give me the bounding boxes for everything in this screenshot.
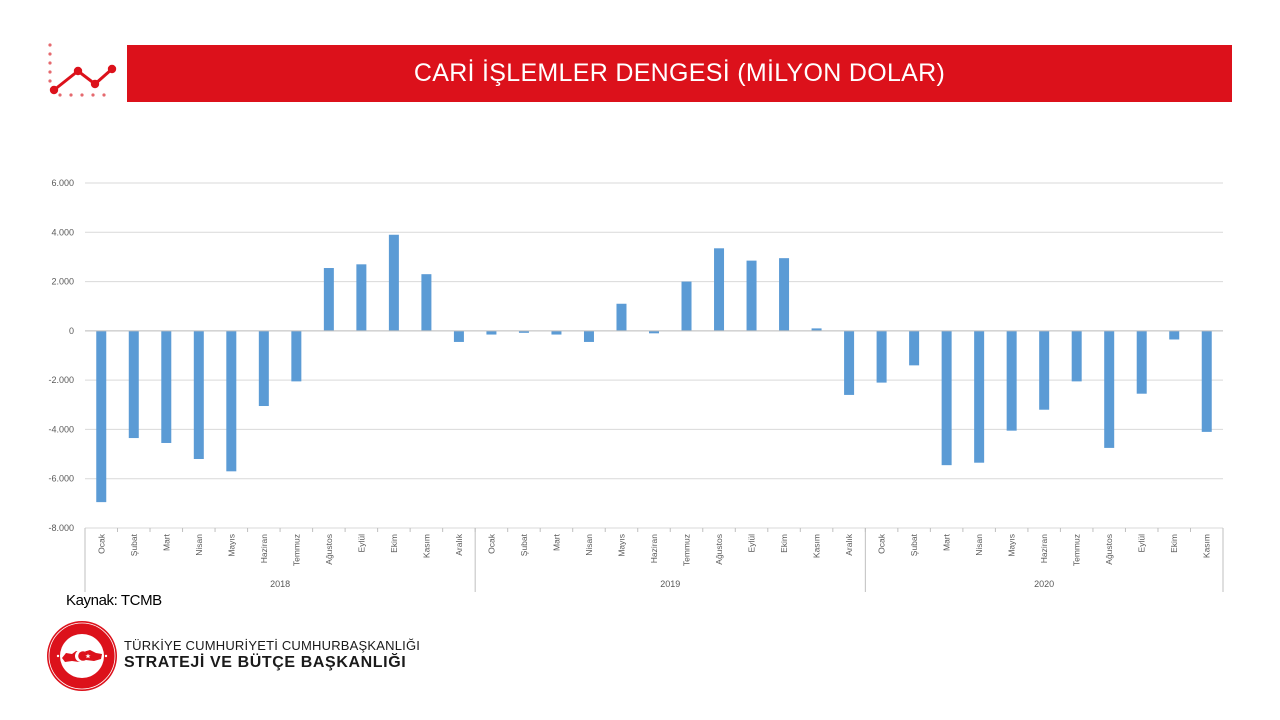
x-tick-label: Temmuz <box>1072 534 1082 566</box>
bar <box>616 303 627 331</box>
y-tick-label: -4.000 <box>48 424 74 434</box>
presidency-seal-icon <box>47 621 117 691</box>
bar <box>356 264 367 331</box>
x-tick-label: Ocak <box>486 533 496 554</box>
bar <box>486 330 497 335</box>
bar <box>421 274 432 331</box>
x-tick-label: Haziran <box>649 534 659 564</box>
bar <box>291 330 302 382</box>
x-tick-label: Ekim <box>389 534 399 553</box>
bar <box>779 258 790 331</box>
x-tick-label: Mayıs <box>226 534 236 557</box>
x-tick-label: Temmuz <box>682 534 692 566</box>
x-tick-label: Şubat <box>129 533 139 556</box>
y-tick-label: -8.000 <box>48 523 74 533</box>
x-tick-label: Aralık <box>844 533 854 555</box>
group-label: 2018 <box>270 579 290 589</box>
bar <box>681 281 692 331</box>
x-tick-label: Nisan <box>194 534 204 556</box>
y-tick-label: -6.000 <box>48 474 74 484</box>
bar <box>876 330 887 383</box>
group-label: 2020 <box>1034 579 1054 589</box>
bar <box>518 330 529 333</box>
x-tick-label: Mayıs <box>616 534 626 557</box>
bar <box>714 248 725 331</box>
x-tick-label: Kasım <box>1202 534 1212 558</box>
x-tick-label: Ağustos <box>324 534 334 565</box>
x-tick-label: Nisan <box>584 534 594 556</box>
x-tick-label: Eylül <box>1137 534 1147 553</box>
x-tick-label: Ağustos <box>1104 534 1114 565</box>
x-tick-label: Ocak <box>877 533 887 554</box>
org-name-line2: STRATEJİ VE BÜTÇE BAŞKANLIĞI <box>124 654 407 671</box>
y-tick-label: 0 <box>69 326 74 336</box>
y-tick-label: 4.000 <box>51 227 74 237</box>
bar <box>551 330 562 335</box>
bar <box>1169 330 1180 340</box>
x-tick-label: Aralık <box>454 533 464 555</box>
bar <box>323 268 334 331</box>
x-tick-label: Haziran <box>1039 534 1049 564</box>
x-tick-label: Nisan <box>974 534 984 556</box>
bar <box>583 330 594 342</box>
bar <box>453 330 464 342</box>
x-tick-label: Ekim <box>779 534 789 553</box>
bar <box>811 328 822 331</box>
bar <box>1104 330 1115 448</box>
x-tick-label: Ağustos <box>714 534 724 565</box>
bar <box>193 330 204 459</box>
bar <box>161 330 172 443</box>
bar <box>226 330 237 472</box>
bar <box>1039 330 1050 410</box>
bar <box>974 330 985 463</box>
trend-line-icon <box>48 43 117 97</box>
x-tick-label: Şubat <box>519 533 529 556</box>
bar <box>746 260 757 331</box>
group-label: 2019 <box>660 579 680 589</box>
x-tick-label: Haziran <box>259 534 269 564</box>
bar <box>649 330 659 334</box>
bar <box>1136 330 1147 394</box>
x-tick-label: Mart <box>551 533 561 551</box>
bar <box>388 234 399 331</box>
x-tick-label: Eylül <box>747 534 757 553</box>
source-label: Kaynak: TCMB <box>66 592 162 609</box>
x-tick-label: Kasım <box>421 534 431 558</box>
org-name-line1: TÜRKİYE CUMHURİYETİ CUMHURBAŞKANLIĞI <box>124 638 421 653</box>
current-account-bar-chart: 6.000 4.000 2.000 0 -2.000 -4.000 -6.000 -8.000… <box>48 178 1224 592</box>
y-tick-label: 6.000 <box>51 178 74 188</box>
x-tick-label: Temmuz <box>291 534 301 566</box>
x-tick-label: Mayıs <box>1007 534 1017 557</box>
bar <box>1071 330 1082 382</box>
x-tick-label: Mart <box>161 533 171 551</box>
x-tick-label: Ekim <box>1169 534 1179 553</box>
bar <box>1006 330 1017 431</box>
y-tick-label: 2.000 <box>51 277 74 287</box>
bar <box>844 330 855 395</box>
bar <box>1201 330 1212 432</box>
y-tick-label: -2.000 <box>48 375 74 385</box>
x-tick-label: Ocak <box>96 533 106 554</box>
bar <box>258 330 269 407</box>
x-tick-label: Eylül <box>356 534 366 553</box>
page-title: CARİ İŞLEMLER DENGESİ (MİLYON DOLAR) <box>413 59 946 87</box>
bar <box>128 330 139 439</box>
bar <box>941 330 952 466</box>
page-title-bar: CARİ İŞLEMLER DENGESİ (MİLYON DOLAR) <box>127 45 1232 102</box>
x-tick-label: Şubat <box>909 533 919 556</box>
x-tick-label: Kasım <box>812 534 822 558</box>
bar <box>96 330 107 503</box>
x-tick-label: Mart <box>942 533 952 551</box>
bar <box>909 330 920 366</box>
